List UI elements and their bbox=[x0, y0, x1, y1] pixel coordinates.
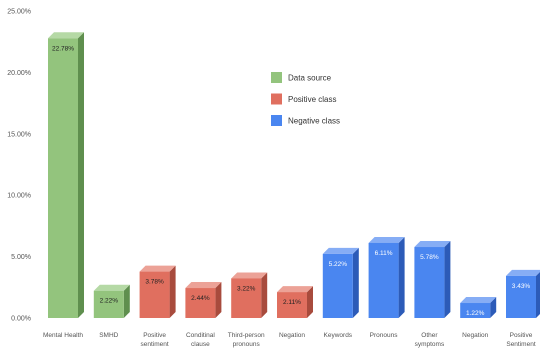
x-tick-label: Other bbox=[421, 332, 438, 339]
x-tick-label: Positive bbox=[510, 332, 533, 339]
y-tick-label: 10.00% bbox=[7, 193, 31, 200]
x-tick-label: symptoms bbox=[415, 341, 445, 348]
x-tick-label: clause bbox=[191, 341, 210, 348]
bar-side bbox=[398, 236, 405, 318]
bar: 2.22% bbox=[93, 284, 130, 318]
bar: 1.22% bbox=[460, 297, 497, 318]
x-tick-label: Positive bbox=[143, 332, 166, 339]
data-label: 5.78% bbox=[420, 254, 439, 261]
y-tick-label: 5.00% bbox=[11, 254, 31, 261]
bar-top bbox=[139, 265, 176, 272]
bar-front bbox=[414, 247, 445, 318]
legend-label: Negative class bbox=[288, 117, 340, 126]
y-tick-label: 0.00% bbox=[11, 316, 31, 323]
bar-front bbox=[93, 290, 124, 318]
legend-label: Positive class bbox=[288, 95, 336, 104]
x-tick-label: sentiment bbox=[141, 341, 169, 348]
data-label: 3.43% bbox=[512, 283, 531, 290]
x-tick-label: SMHD bbox=[99, 332, 118, 339]
bar: 3.22% bbox=[231, 272, 268, 318]
bar-side bbox=[261, 272, 268, 318]
data-label: 3.22% bbox=[237, 285, 256, 292]
bar-top bbox=[322, 247, 359, 254]
x-tick-label: Keywords bbox=[324, 332, 353, 339]
bar-top bbox=[185, 282, 222, 289]
bar-side bbox=[444, 241, 451, 318]
bar-front bbox=[185, 288, 216, 318]
legend: Data source Positive class Negative class bbox=[271, 72, 340, 126]
data-label: 5.22% bbox=[329, 261, 348, 268]
bars: 22.78% 2.22% 3.78% 2.44% 3.22% 2.11% 5.22% 6.11… bbox=[48, 32, 540, 319]
bar-top bbox=[368, 236, 405, 243]
bar: 5.78% bbox=[414, 241, 451, 318]
bar-top bbox=[277, 286, 313, 293]
bar-front bbox=[322, 253, 353, 318]
bar-top bbox=[93, 284, 130, 291]
bar: 6.11% bbox=[368, 236, 405, 318]
bar-front bbox=[368, 242, 399, 318]
bar-top bbox=[48, 32, 84, 39]
x-tick-label: Negation bbox=[279, 332, 305, 339]
data-label: 6.11% bbox=[375, 250, 393, 257]
bar-front bbox=[460, 303, 491, 318]
x-tick-label: Negation bbox=[462, 332, 488, 339]
bar-side bbox=[307, 286, 313, 318]
bar-side bbox=[352, 247, 359, 318]
bar: 2.44% bbox=[185, 282, 222, 318]
x-axis: Mental Health SMHD Positive sentiment Condit… bbox=[43, 332, 536, 348]
bar-side bbox=[215, 282, 222, 318]
x-tick-label: Sentiment bbox=[506, 341, 535, 348]
data-label: 3.78% bbox=[145, 279, 164, 286]
bar-top bbox=[414, 241, 451, 248]
bar-top bbox=[231, 272, 268, 279]
bar-front bbox=[506, 275, 536, 318]
bar-top bbox=[506, 269, 540, 276]
bar-side bbox=[536, 271, 540, 318]
legend-swatch bbox=[271, 115, 282, 126]
bar-front bbox=[231, 278, 262, 318]
data-label: 2.22% bbox=[100, 298, 119, 305]
y-axis: 0.00% 5.00% 10.00% 15.00% 20.00% 25.00% bbox=[7, 9, 31, 323]
bar-front bbox=[277, 292, 307, 318]
y-tick-label: 20.00% bbox=[7, 70, 31, 77]
x-tick-label: Pronouns bbox=[370, 332, 399, 339]
bar: 22.78% bbox=[48, 32, 84, 319]
bar-side bbox=[490, 297, 497, 318]
y-tick-label: 15.00% bbox=[7, 131, 31, 138]
x-tick-label: Third-person bbox=[228, 332, 265, 339]
x-tick-label: pronouns bbox=[233, 341, 261, 348]
legend-item: Positive class bbox=[271, 93, 336, 105]
bar-side bbox=[78, 32, 84, 319]
bar-front bbox=[48, 38, 78, 319]
bar-top bbox=[460, 297, 497, 304]
x-tick-label: Conditinal bbox=[186, 332, 215, 339]
bar: 3.43% bbox=[506, 269, 540, 318]
bar: 5.22% bbox=[322, 247, 359, 318]
legend-swatch bbox=[271, 72, 282, 83]
legend-item: Data source bbox=[271, 72, 332, 83]
bar: 3.78% bbox=[139, 265, 176, 318]
x-tick-label: Mental Health bbox=[43, 332, 83, 339]
bar-side bbox=[123, 284, 130, 318]
bar-side bbox=[169, 265, 176, 318]
y-tick-label: 25.00% bbox=[7, 9, 31, 16]
data-label: 1.22% bbox=[466, 310, 485, 317]
data-label: 2.44% bbox=[191, 295, 210, 302]
legend-item: Negative class bbox=[271, 115, 340, 126]
data-label: 2.11% bbox=[283, 299, 301, 306]
bar: 2.11% bbox=[277, 286, 313, 318]
bar-front bbox=[139, 271, 170, 318]
legend-label: Data source bbox=[288, 74, 332, 83]
legend-swatch bbox=[271, 93, 282, 105]
data-label: 22.78% bbox=[52, 45, 74, 52]
